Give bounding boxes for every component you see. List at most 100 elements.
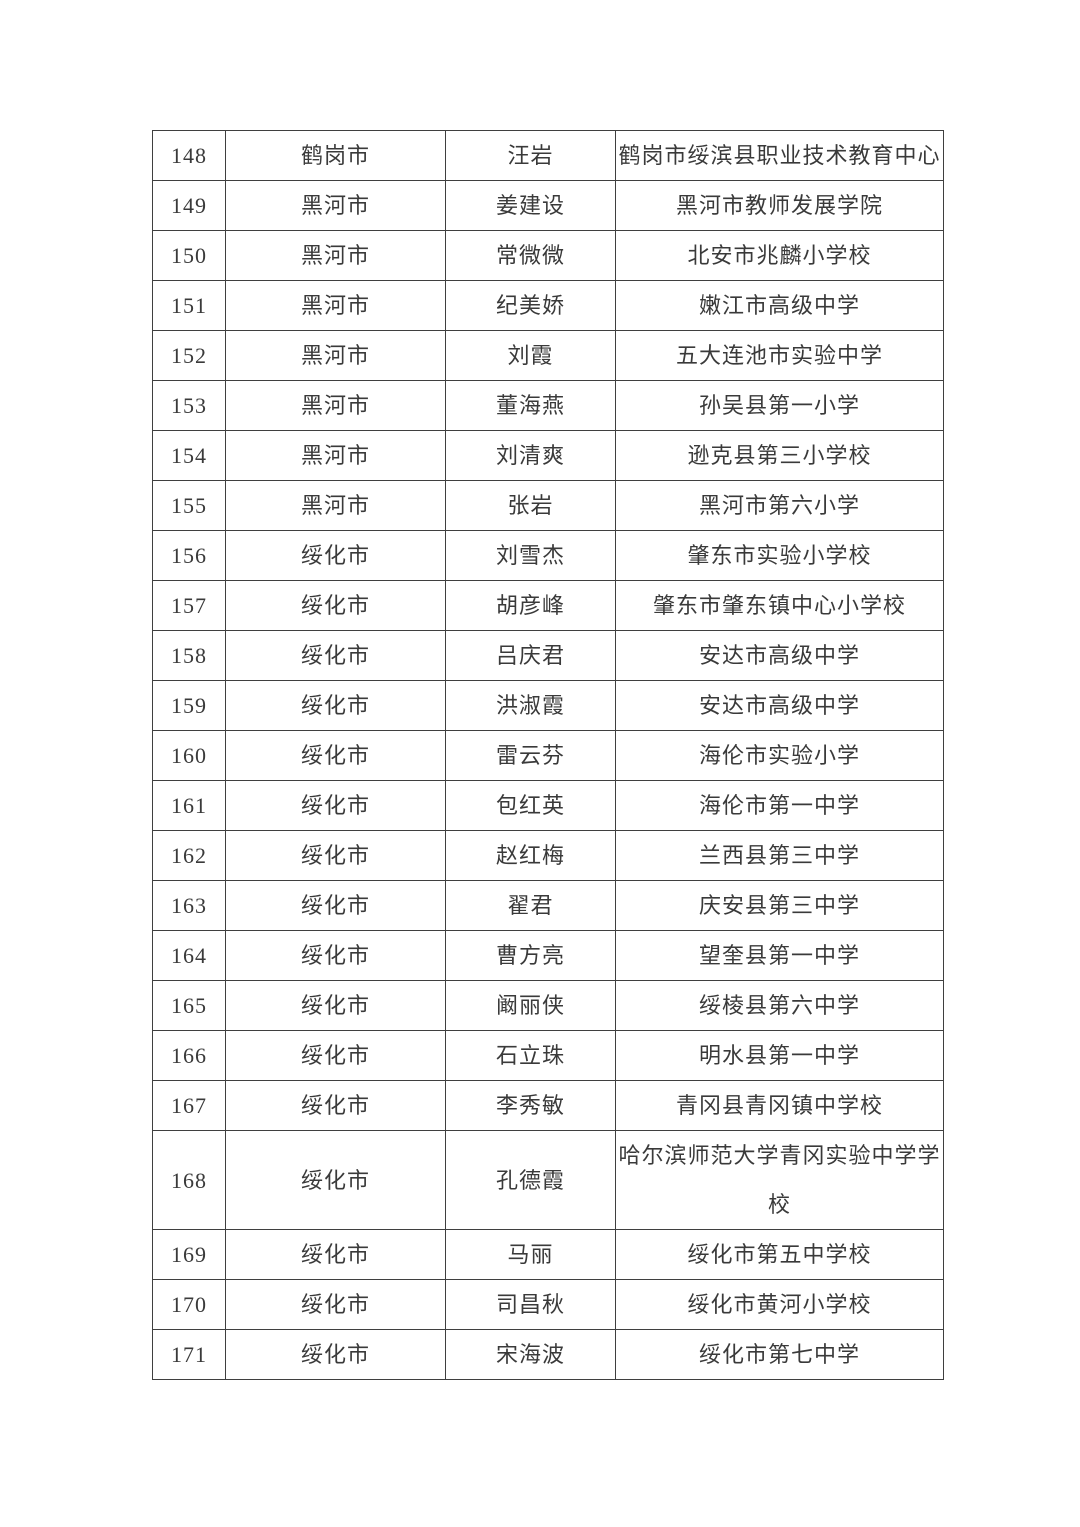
city-cell: 绥化市 bbox=[225, 930, 446, 981]
city-cell: 绥化市 bbox=[225, 1279, 446, 1330]
person-name-cell: 吕庆君 bbox=[445, 630, 616, 681]
person-name-cell: 姜建设 bbox=[445, 180, 616, 231]
row-number-cell: 157 bbox=[152, 580, 226, 631]
person-name-cell: 曹方亮 bbox=[445, 930, 616, 981]
city-cell: 绥化市 bbox=[225, 1130, 446, 1230]
table-row: 148 鹤岗市 汪岩 鹤岗市绥滨县职业技术教育中心 bbox=[152, 130, 944, 181]
school-cell: 绥化市第七中学 bbox=[615, 1329, 944, 1380]
table-row: 151 黑河市 纪美娇 嫩江市高级中学 bbox=[152, 280, 944, 331]
person-name-cell: 赵红梅 bbox=[445, 830, 616, 881]
row-number-cell: 160 bbox=[152, 730, 226, 781]
table-row: 156 绥化市 刘雪杰 肇东市实验小学校 bbox=[152, 530, 944, 581]
person-name-cell: 阚丽侠 bbox=[445, 980, 616, 1031]
city-cell: 黑河市 bbox=[225, 180, 446, 231]
school-cell: 安达市高级中学 bbox=[615, 680, 944, 731]
table-row: 158 绥化市 吕庆君 安达市高级中学 bbox=[152, 630, 944, 681]
table-row: 166 绥化市 石立珠 明水县第一中学 bbox=[152, 1030, 944, 1081]
table-row: 153 黑河市 董海燕 孙吴县第一小学 bbox=[152, 380, 944, 431]
city-cell: 绥化市 bbox=[225, 730, 446, 781]
city-cell: 黑河市 bbox=[225, 480, 446, 531]
row-number-cell: 165 bbox=[152, 980, 226, 1031]
row-number-cell: 162 bbox=[152, 830, 226, 881]
person-name-cell: 常微微 bbox=[445, 230, 616, 281]
person-name-cell: 刘霞 bbox=[445, 330, 616, 381]
person-name-cell: 司昌秋 bbox=[445, 1279, 616, 1330]
table-row: 154 黑河市 刘清爽 逊克县第三小学校 bbox=[152, 430, 944, 481]
row-number-cell: 156 bbox=[152, 530, 226, 581]
table-row: 167 绥化市 李秀敏 青冈县青冈镇中学校 bbox=[152, 1080, 944, 1131]
row-number-cell: 169 bbox=[152, 1229, 226, 1280]
person-name-cell: 翟君 bbox=[445, 880, 616, 931]
city-cell: 绥化市 bbox=[225, 1229, 446, 1280]
city-cell: 绥化市 bbox=[225, 830, 446, 881]
city-cell: 绥化市 bbox=[225, 880, 446, 931]
person-name-cell: 张岩 bbox=[445, 480, 616, 531]
table-row: 155 黑河市 张岩 黑河市第六小学 bbox=[152, 480, 944, 531]
person-name-cell: 宋海波 bbox=[445, 1329, 616, 1380]
person-name-cell: 洪淑霞 bbox=[445, 680, 616, 731]
roster-table: 148 鹤岗市 汪岩 鹤岗市绥滨县职业技术教育中心 149 黑河市 姜建设 黑河… bbox=[152, 130, 944, 1380]
row-number-cell: 171 bbox=[152, 1329, 226, 1380]
city-cell: 绥化市 bbox=[225, 1329, 446, 1380]
person-name-cell: 马丽 bbox=[445, 1229, 616, 1280]
school-cell: 海伦市实验小学 bbox=[615, 730, 944, 781]
school-cell: 北安市兆麟小学校 bbox=[615, 230, 944, 281]
table-row: 160 绥化市 雷云芬 海伦市实验小学 bbox=[152, 730, 944, 781]
school-cell: 绥棱县第六中学 bbox=[615, 980, 944, 1031]
school-cell: 嫩江市高级中学 bbox=[615, 280, 944, 331]
person-name-cell: 董海燕 bbox=[445, 380, 616, 431]
city-cell: 绥化市 bbox=[225, 680, 446, 731]
school-cell: 五大连池市实验中学 bbox=[615, 330, 944, 381]
school-cell: 黑河市教师发展学院 bbox=[615, 180, 944, 231]
school-cell: 明水县第一中学 bbox=[615, 1030, 944, 1081]
school-cell: 绥化市第五中学校 bbox=[615, 1229, 944, 1280]
school-cell: 孙吴县第一小学 bbox=[615, 380, 944, 431]
city-cell: 黑河市 bbox=[225, 430, 446, 481]
school-cell: 哈尔滨师范大学青冈实验中学学校 bbox=[615, 1130, 944, 1230]
city-cell: 黑河市 bbox=[225, 280, 446, 331]
person-name-cell: 雷云芬 bbox=[445, 730, 616, 781]
table-row: 171 绥化市 宋海波 绥化市第七中学 bbox=[152, 1329, 944, 1380]
school-cell: 青冈县青冈镇中学校 bbox=[615, 1080, 944, 1131]
city-cell: 绥化市 bbox=[225, 780, 446, 831]
city-cell: 绥化市 bbox=[225, 580, 446, 631]
table-row: 159 绥化市 洪淑霞 安达市高级中学 bbox=[152, 680, 944, 731]
city-cell: 绥化市 bbox=[225, 1080, 446, 1131]
school-cell: 逊克县第三小学校 bbox=[615, 430, 944, 481]
row-number-cell: 152 bbox=[152, 330, 226, 381]
person-name-cell: 孔德霞 bbox=[445, 1130, 616, 1230]
city-cell: 绥化市 bbox=[225, 630, 446, 681]
row-number-cell: 149 bbox=[152, 180, 226, 231]
table-row: 157 绥化市 胡彦峰 肇东市肇东镇中心小学校 bbox=[152, 580, 944, 631]
roster-table-body: 148 鹤岗市 汪岩 鹤岗市绥滨县职业技术教育中心 149 黑河市 姜建设 黑河… bbox=[152, 130, 944, 1380]
person-name-cell: 刘清爽 bbox=[445, 430, 616, 481]
row-number-cell: 151 bbox=[152, 280, 226, 331]
row-number-cell: 155 bbox=[152, 480, 226, 531]
row-number-cell: 148 bbox=[152, 130, 226, 181]
school-cell: 海伦市第一中学 bbox=[615, 780, 944, 831]
person-name-cell: 石立珠 bbox=[445, 1030, 616, 1081]
row-number-cell: 166 bbox=[152, 1030, 226, 1081]
table-row: 163 绥化市 翟君 庆安县第三中学 bbox=[152, 880, 944, 931]
row-number-cell: 164 bbox=[152, 930, 226, 981]
row-number-cell: 167 bbox=[152, 1080, 226, 1131]
city-cell: 黑河市 bbox=[225, 230, 446, 281]
city-cell: 绥化市 bbox=[225, 530, 446, 581]
person-name-cell: 纪美娇 bbox=[445, 280, 616, 331]
table-row: 170 绥化市 司昌秋 绥化市黄河小学校 bbox=[152, 1279, 944, 1330]
school-cell: 兰西县第三中学 bbox=[615, 830, 944, 881]
school-cell: 肇东市肇东镇中心小学校 bbox=[615, 580, 944, 631]
row-number-cell: 153 bbox=[152, 380, 226, 431]
table-row: 150 黑河市 常微微 北安市兆麟小学校 bbox=[152, 230, 944, 281]
row-number-cell: 150 bbox=[152, 230, 226, 281]
table-row: 165 绥化市 阚丽侠 绥棱县第六中学 bbox=[152, 980, 944, 1031]
school-cell: 安达市高级中学 bbox=[615, 630, 944, 681]
city-cell: 黑河市 bbox=[225, 330, 446, 381]
table-row: 169 绥化市 马丽 绥化市第五中学校 bbox=[152, 1229, 944, 1280]
school-cell: 鹤岗市绥滨县职业技术教育中心 bbox=[615, 130, 944, 181]
person-name-cell: 刘雪杰 bbox=[445, 530, 616, 581]
school-cell: 绥化市黄河小学校 bbox=[615, 1279, 944, 1330]
table-row: 161 绥化市 包红英 海伦市第一中学 bbox=[152, 780, 944, 831]
table-row: 168 绥化市 孔德霞 哈尔滨师范大学青冈实验中学学校 bbox=[152, 1130, 944, 1230]
